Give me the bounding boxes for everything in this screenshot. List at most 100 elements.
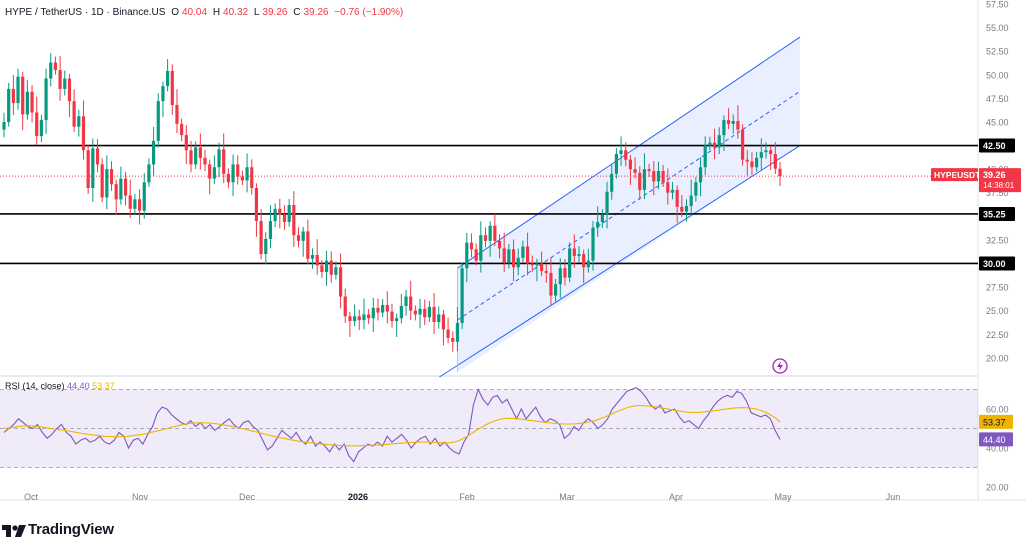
candle-body (268, 221, 273, 239)
time-tick-label: Mar (559, 492, 575, 502)
rsi-tick-label: 60.00 (986, 405, 1009, 415)
candle-body (399, 305, 403, 319)
horizontal-level-badge (979, 256, 1015, 271)
candle-body (647, 169, 651, 172)
candle-body (511, 249, 516, 268)
price-tick-label: 52.50 (986, 47, 1009, 57)
rsi-line (3, 386, 781, 463)
candle-body (404, 296, 408, 306)
candle-body (628, 159, 633, 170)
candle-body (348, 316, 352, 322)
candle-body (614, 154, 618, 174)
change-value: −0.76 (−1.90%) (334, 7, 404, 18)
channel-lower-line (439, 145, 801, 378)
rsi-header: RSI (14, close) 44.40 53.37 (5, 381, 115, 391)
candle-body (539, 263, 544, 272)
rsi-label[interactable]: RSI (14, close) (5, 381, 65, 391)
candle-body (25, 91, 29, 115)
candle-body (441, 314, 446, 330)
candle-body (105, 169, 109, 198)
candle-body (7, 88, 11, 122)
candle-body (642, 169, 647, 190)
candle-body (170, 70, 174, 105)
candle-body (198, 147, 202, 158)
candle-body (572, 248, 576, 256)
candle-body (180, 123, 184, 136)
horizontal-level-badge (979, 206, 1015, 221)
candle-body (493, 225, 497, 241)
candle-body (600, 214, 604, 222)
candle-body (123, 178, 128, 196)
candle-body (455, 322, 460, 342)
candle-body (698, 167, 703, 183)
candle-body (133, 199, 137, 209)
candle-body (507, 249, 511, 263)
candle-body (30, 91, 34, 113)
candle-body (39, 120, 43, 137)
candle-body (731, 121, 735, 124)
candle-body (231, 164, 235, 183)
candle-body (11, 88, 15, 104)
horizontal-level-label: 30.00 (983, 259, 1006, 269)
candle-body (717, 135, 721, 148)
candle-body (343, 296, 347, 317)
price-tick-label: 22.50 (986, 330, 1009, 340)
candle-body (236, 164, 240, 177)
rsi-ma-badge (979, 414, 1013, 429)
candle-body (488, 225, 492, 241)
candle-body (497, 240, 502, 249)
candle-body (306, 231, 310, 259)
candle-body (217, 149, 221, 168)
rsi-value-badge-label: 44.40 (983, 435, 1006, 445)
candle-body (586, 260, 590, 268)
candle-body (324, 260, 329, 272)
rsi-ma-line (3, 404, 781, 447)
time-tick-label: Apr (669, 492, 683, 502)
candle-body (310, 254, 315, 259)
rsi-value-badge (979, 432, 1013, 447)
low-value: 39.26 (262, 7, 288, 18)
price-tick-label: 20.00 (986, 353, 1009, 363)
candle-body (483, 235, 488, 241)
time-tick-label: May (774, 492, 792, 502)
candle-body (194, 147, 198, 165)
last-price-badge-bg (979, 168, 1021, 193)
horizontal-level-label: 35.25 (983, 209, 1006, 219)
candle-body (208, 164, 212, 179)
candle-body (35, 112, 39, 137)
symbol-title[interactable]: HYPE / TetherUS · 1D · Binance.US (5, 7, 166, 18)
channel-fill (457, 37, 800, 373)
tradingview-logo[interactable]: TradingView (0, 518, 200, 543)
rsi-tick-label: 20.00 (986, 483, 1009, 493)
candle-body (381, 305, 385, 313)
horizontal-level-label: 42.50 (983, 141, 1006, 151)
candle-body (240, 176, 245, 181)
candle-body (161, 86, 165, 102)
candle-body (544, 271, 548, 273)
candle-body (203, 157, 207, 165)
candle-body (554, 284, 558, 296)
candle-body (624, 150, 628, 160)
candle-body (109, 169, 114, 185)
lightning-glyph (777, 361, 783, 371)
candle-body (362, 314, 366, 321)
candle-body (656, 171, 661, 182)
candle-body (119, 178, 123, 200)
candle-body (81, 116, 86, 151)
candle-body (49, 62, 53, 79)
candle-body (689, 195, 693, 206)
high-label: H (212, 7, 221, 18)
candle-body (778, 168, 782, 177)
tradingview-brand: TradingView (28, 521, 114, 538)
candle-body (712, 142, 717, 148)
time-tick-label: Feb (459, 492, 475, 502)
candle-body (745, 159, 749, 162)
open-value: 40.04 (182, 7, 208, 18)
price-tick-label: 50.00 (986, 70, 1009, 80)
candle-body (338, 267, 343, 297)
candle-body (390, 311, 394, 322)
candle-body (273, 208, 277, 222)
time-tick-label: Jun (886, 492, 901, 502)
